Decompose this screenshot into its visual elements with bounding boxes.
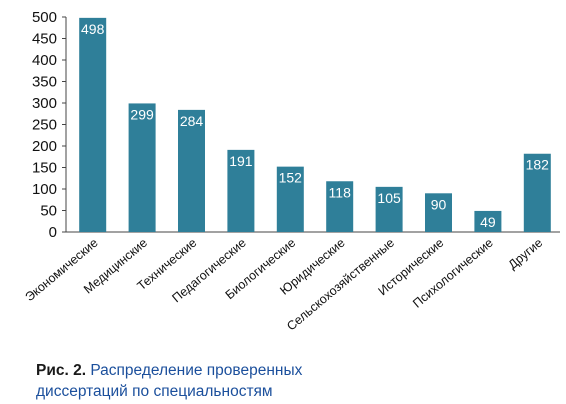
bar-chart: 0 50 100 150 200 250 300 350 400 450 500 498 299 284…	[23, 9, 560, 334]
data-label: 191	[229, 153, 253, 169]
y-tick-label: 150	[32, 160, 57, 177]
data-label: 105	[377, 190, 401, 206]
bar	[474, 210, 502, 232]
y-tick-label: 500	[32, 9, 57, 26]
y-tick-label: 250	[32, 117, 57, 134]
bar	[79, 17, 107, 232]
x-axis-labels: ЭкономическиеМедицинскиеТехническиеПедаг…	[23, 236, 546, 334]
caption-line-2: диссертаций по специальностям	[36, 383, 273, 400]
y-axis: 0 50 100 150 200 250 300 350 400 450 500	[32, 9, 560, 241]
y-tick-label: 400	[32, 52, 57, 69]
data-label: 90	[431, 196, 447, 212]
y-tick-label: 350	[32, 74, 57, 91]
bar	[375, 186, 403, 232]
data-label: 182	[526, 157, 550, 173]
caption-line-1: Распределение проверенных	[90, 362, 303, 379]
bar	[276, 166, 304, 232]
data-label: 152	[279, 170, 303, 186]
data-label: 498	[81, 21, 105, 37]
figure-label: Рис. 2.	[36, 362, 87, 379]
y-tick-label: 50	[40, 203, 57, 220]
data-label: 284	[180, 113, 204, 129]
bar	[425, 193, 452, 232]
figure-caption: Рис. 2. Распределение проверенных диссер…	[36, 360, 556, 402]
bar	[326, 181, 354, 232]
x-tick-label: Другие	[506, 236, 546, 272]
data-label: 118	[329, 184, 352, 200]
data-label: 49	[480, 214, 496, 230]
y-tick-label: 300	[32, 95, 57, 112]
y-tick-label: 200	[32, 138, 57, 155]
value-labels: 498 299 284 191 152 118 105 90 49 182	[81, 21, 549, 230]
bar	[523, 153, 551, 232]
y-tick-label: 100	[32, 181, 57, 198]
data-label: 299	[130, 106, 154, 122]
bar	[128, 103, 156, 233]
bar	[227, 149, 255, 232]
y-tick-label: 0	[49, 224, 57, 241]
bar	[178, 109, 205, 232]
bars	[79, 17, 551, 233]
y-tick-label: 450	[32, 31, 57, 48]
